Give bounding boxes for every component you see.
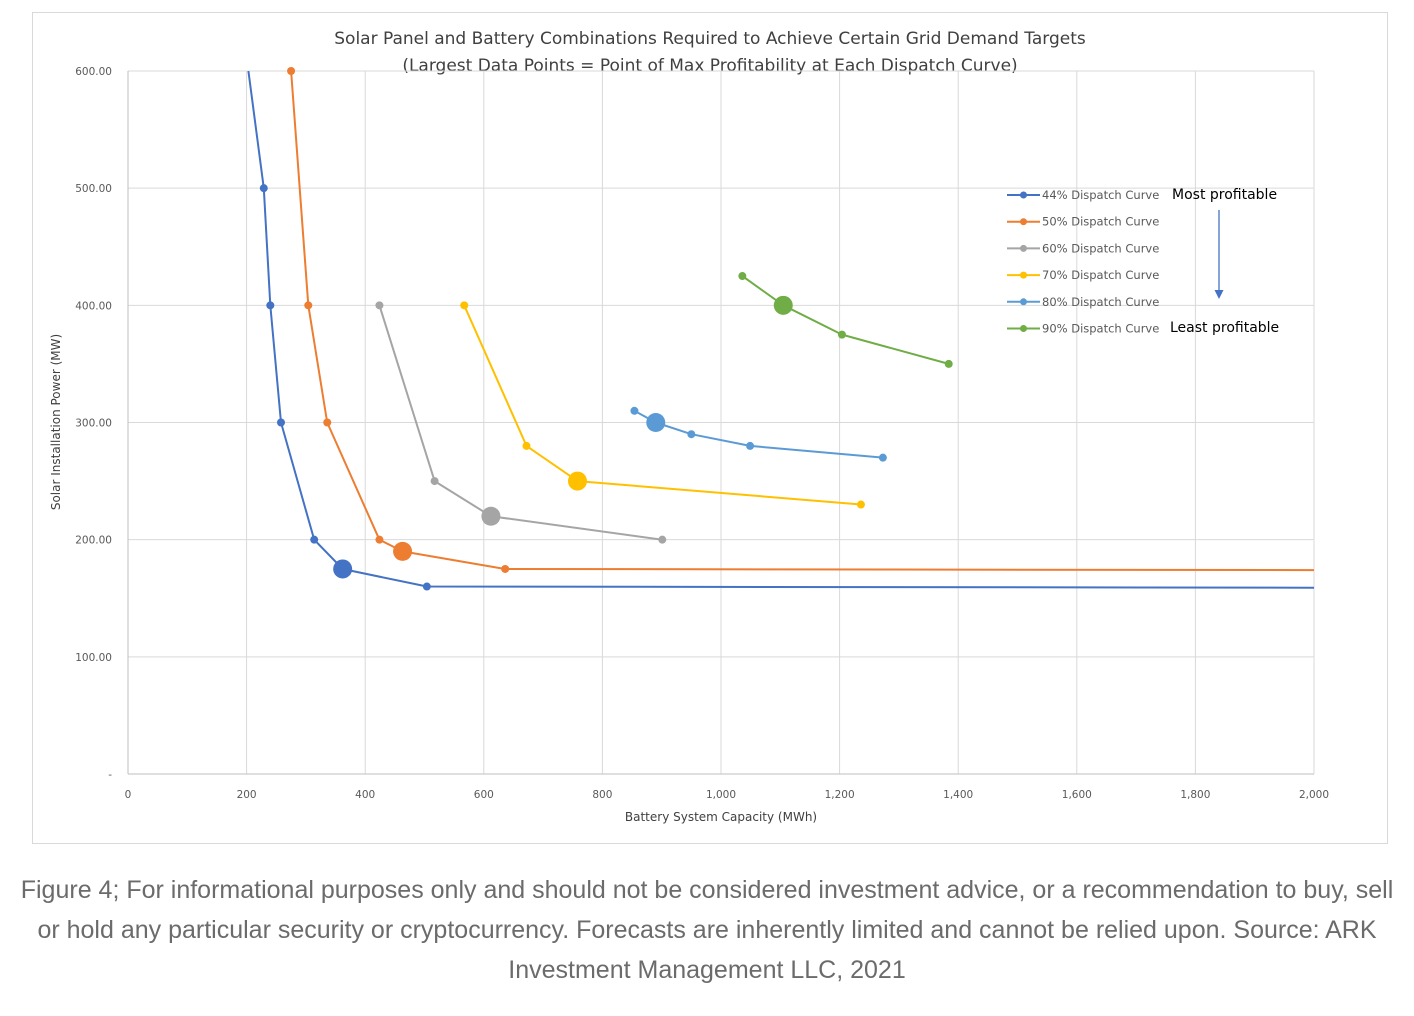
- annotation-least-profitable: Least profitable: [1170, 320, 1279, 336]
- legend-label: 70% Dispatch Curve: [1042, 268, 1159, 282]
- data-point: [375, 301, 384, 310]
- data-point: [658, 535, 667, 544]
- series-3: [375, 301, 667, 544]
- chart-svg: Solar Panel and Battery Combinations Req…: [49, 29, 1329, 824]
- figure-caption: Figure 4; For informational purposes onl…: [20, 876, 1394, 984]
- y-tick-label: 100.00: [75, 652, 112, 664]
- legend-label: 80% Dispatch Curve: [1042, 295, 1159, 309]
- series-4: [460, 301, 865, 509]
- data-point: [259, 184, 268, 193]
- y-tick-label: 200.00: [75, 535, 112, 547]
- x-tick-label: 1,800: [1180, 789, 1210, 801]
- legend-item: 90% Dispatch Curve: [1007, 322, 1159, 336]
- series-2: [287, 67, 1315, 573]
- x-axis-label: Battery System Capacity (MWh): [625, 810, 817, 824]
- series-line: [741, 275, 949, 365]
- data-point: [630, 406, 639, 415]
- max-profit-point: [567, 471, 587, 491]
- x-tick-label: 0: [125, 789, 132, 801]
- x-tick-label: 1,400: [943, 789, 973, 801]
- x-tick-label: 1,600: [1062, 789, 1092, 801]
- data-point: [944, 359, 953, 368]
- series-line: [247, 70, 1315, 589]
- series-line: [633, 409, 883, 459]
- legend: 44% Dispatch Curve 50% Dispatch Curve 60% …: [1007, 188, 1159, 336]
- series-line: [378, 305, 663, 541]
- legend-swatch-marker: [1020, 325, 1027, 332]
- data-point: [460, 301, 469, 310]
- data-point: [266, 301, 275, 310]
- x-tick-label: 1,000: [706, 789, 736, 801]
- series-line: [290, 70, 1315, 572]
- legend-item: 70% Dispatch Curve: [1007, 268, 1159, 282]
- y-tick-label: -: [108, 769, 112, 781]
- x-tick-label: 1,200: [825, 789, 855, 801]
- data-point: [287, 67, 296, 75]
- legend-item: 50% Dispatch Curve: [1007, 215, 1159, 229]
- legend-label: 44% Dispatch Curve: [1042, 188, 1159, 202]
- data-point: [276, 418, 285, 427]
- legend-item: 44% Dispatch Curve: [1007, 188, 1159, 202]
- data-point: [304, 301, 313, 310]
- max-profit-point: [333, 559, 353, 579]
- data-point: [501, 564, 510, 573]
- data-point: [878, 453, 887, 462]
- legend-swatch-marker: [1020, 298, 1027, 306]
- data-point: [430, 477, 439, 486]
- legend-swatch-marker: [1020, 271, 1027, 279]
- max-profit-point: [773, 295, 793, 315]
- data-point: [375, 535, 384, 544]
- profitability-arrow-head: [1214, 290, 1224, 299]
- data-point: [310, 535, 319, 544]
- legend-item: 60% Dispatch Curve: [1007, 241, 1159, 255]
- annotation-most-profitable: Most profitable: [1172, 187, 1277, 203]
- data-point: [687, 430, 696, 439]
- series-5: [630, 406, 887, 462]
- x-tick-label: 200: [237, 789, 257, 801]
- y-tick-label: 400.00: [75, 300, 112, 312]
- data-point: [323, 418, 332, 427]
- y-axis-label: Solar Installation Power (MW): [49, 334, 63, 510]
- chart-title: Solar Panel and Battery Combinations Req…: [334, 29, 1086, 49]
- x-tick-labels: 0 200 400 600 800 1,000 1,200 1,400 1,600 1,800 2,…: [125, 789, 1329, 801]
- data-point: [746, 441, 755, 450]
- data-point: [856, 500, 865, 509]
- y-tick-label: 600.00: [75, 66, 112, 78]
- y-tick-label: 300.00: [75, 418, 112, 430]
- legend-item: 80% Dispatch Curve: [1007, 295, 1159, 309]
- data-point: [422, 582, 431, 591]
- data-point: [522, 441, 531, 450]
- x-tick-label: 800: [592, 789, 612, 801]
- legend-label: 50% Dispatch Curve: [1042, 215, 1159, 229]
- data-point: [837, 330, 846, 339]
- legend-label: 90% Dispatch Curve: [1042, 322, 1159, 336]
- legend-swatch-marker: [1020, 218, 1027, 226]
- axes: [127, 71, 1314, 775]
- legend-label: 60% Dispatch Curve: [1042, 241, 1159, 255]
- x-tick-label: 400: [355, 789, 375, 801]
- x-tick-label: 600: [474, 789, 494, 801]
- legend-swatch-marker: [1020, 244, 1027, 252]
- x-tick-label: 2,000: [1299, 789, 1329, 801]
- data-point: [738, 272, 747, 281]
- grid: [128, 70, 1315, 774]
- max-profit-point: [646, 413, 666, 432]
- series-layer: [247, 67, 1315, 591]
- series-6: [738, 272, 953, 368]
- series-1: [247, 70, 1315, 591]
- y-tick-labels: - 100.00 200.00 300.00 400.00 500.00 600.00: [75, 66, 112, 781]
- y-tick-label: 500.00: [75, 183, 112, 195]
- chart-subtitle: (Largest Data Points = Point of Max Prof…: [402, 56, 1017, 76]
- max-profit-point: [481, 506, 501, 526]
- legend-swatch-marker: [1020, 191, 1027, 199]
- series-line: [463, 304, 861, 506]
- max-profit-point: [393, 541, 413, 561]
